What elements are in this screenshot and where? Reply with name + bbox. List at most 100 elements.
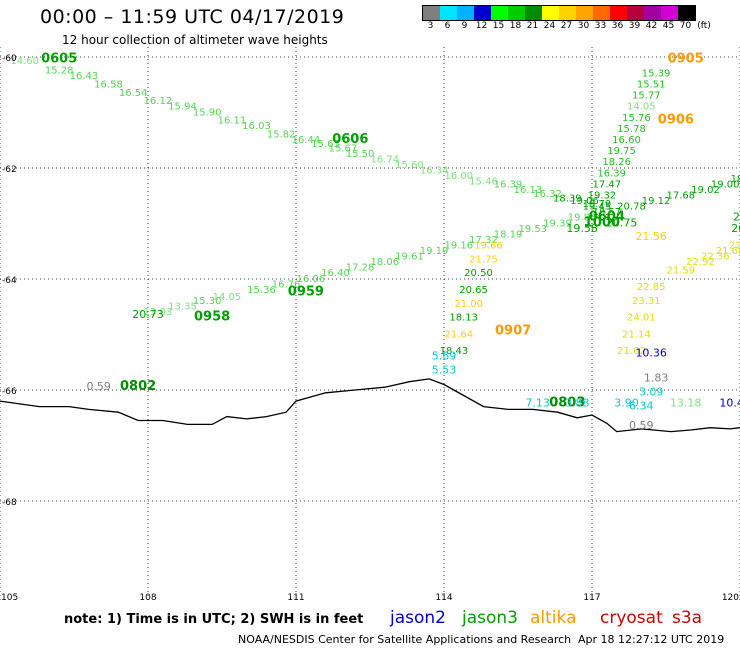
latitude-label: -62 xyxy=(2,165,17,175)
wave-height-value: 21.68 xyxy=(716,246,740,257)
wave-height-value: 14.60 xyxy=(10,56,39,67)
color-scale-labels: 3 6 9 12 15 18 21 24 27 30 33 36 39 42 45 70 (ft) xyxy=(422,21,714,31)
longitude-label: 120 xyxy=(722,593,739,602)
wave-height-value: 19.12 xyxy=(642,196,671,207)
color-scale-label: (ft) xyxy=(697,21,711,31)
wave-height-map[interactable]: 14.60 15.2816.4316.5816.5416.1215.9415.90… xyxy=(0,47,740,602)
color-swatch xyxy=(644,6,661,20)
wave-height-value: 16.11 xyxy=(218,116,247,127)
wave-height-value: 16.03 xyxy=(242,121,271,132)
wave-height-value: 16.58 xyxy=(94,80,123,91)
wave-height-value: 19.06 xyxy=(570,196,599,207)
wave-height-value: 21.62 xyxy=(617,346,646,357)
wave-height-value: 17.32 xyxy=(469,235,498,246)
longitude-label: 108 xyxy=(139,593,156,602)
wave-height-value: 15.30 xyxy=(193,296,222,307)
wave-height-value: 3.90 xyxy=(614,397,639,410)
wave-height-value: 20. xyxy=(731,222,740,235)
pass-time-label: 0907 xyxy=(495,324,531,339)
wave-height-value: 19.16 xyxy=(444,241,473,252)
wave-height-value: 18.13 xyxy=(449,313,478,324)
wave-height-value: 0.59 xyxy=(629,419,654,432)
legend-altika: altika xyxy=(530,608,577,628)
color-swatch xyxy=(508,6,525,20)
wave-height-value: 21.64 xyxy=(444,329,473,340)
wave-height-value: 19.19 xyxy=(420,246,449,257)
color-scale-label: 3 xyxy=(427,21,434,31)
latitude-label: -60 xyxy=(2,54,17,64)
color-scale-label: 27 xyxy=(560,21,573,31)
color-swatch xyxy=(661,6,678,20)
wave-height-value: 19.32 xyxy=(588,191,617,202)
wave-height-value: 16.60 xyxy=(612,135,641,146)
pass-time-label: 1000 xyxy=(584,215,620,230)
wave-height-value: 18.06 xyxy=(370,257,399,268)
color-swatch xyxy=(525,6,542,20)
wave-height-value: 21.14 xyxy=(622,329,651,340)
wave-height-value: 19.53 xyxy=(518,224,547,235)
color-scale-label: 30 xyxy=(577,21,590,31)
wave-height-value: 15.28 xyxy=(45,66,74,77)
color-swatch xyxy=(423,6,440,20)
latitude-label: -64 xyxy=(2,276,17,286)
wave-height-value: 14.05 xyxy=(627,102,656,113)
color-scale-label: 6 xyxy=(444,21,451,31)
pass-time-label: 0802 xyxy=(120,379,156,394)
pass-time-label: 0906 xyxy=(658,113,694,128)
wave-height-value: 20.65 xyxy=(459,285,488,296)
color-swatch xyxy=(457,6,474,20)
pass-time-label: 0803 xyxy=(549,396,585,411)
wave-height-value: 19.75 xyxy=(607,146,636,157)
color-swatch xyxy=(491,6,508,20)
wave-height-value: 15.60 xyxy=(395,160,424,171)
wave-height-value: 13.03 xyxy=(144,307,173,318)
color-swatch xyxy=(627,6,644,20)
wave-height-value: 18.57 xyxy=(592,207,621,218)
wave-height-value: 16.13 xyxy=(514,185,543,196)
wave-height-value: 15.94 xyxy=(168,102,197,113)
wave-height-value: 10.44 xyxy=(719,397,740,410)
wave-height-value: 20.50 xyxy=(464,268,493,279)
pass-time-label: 0959 xyxy=(288,285,324,300)
wave-height-value: 14.05 xyxy=(213,292,242,303)
wave-height-value: 16.34 xyxy=(420,166,449,177)
wave-height-value: 18.54 xyxy=(731,174,740,185)
wave-height-value: 17.47 xyxy=(592,179,621,190)
credit-line: NOAA/NESDIS Center for Satellite Applica… xyxy=(238,633,572,646)
wave-height-value: 15.67 xyxy=(329,143,358,154)
wave-height-value: 15.46 xyxy=(469,177,498,188)
wave-height-value: 13.35 xyxy=(168,302,197,313)
legend-jason2: jason2 xyxy=(390,608,446,628)
pass-time-label: 0958 xyxy=(194,310,230,325)
wave-height-value: 18.39 xyxy=(553,193,582,204)
longitude-label: 111 xyxy=(287,593,304,602)
wave-height-value: 18.43 xyxy=(440,346,469,357)
legend-jason3: jason3 xyxy=(462,608,518,628)
color-scale-bar xyxy=(422,5,696,21)
wave-height-value: 16.43 xyxy=(70,71,99,82)
wave-height-value: 16.06 xyxy=(296,274,325,285)
wave-height-value: 22.92 xyxy=(686,257,715,268)
color-swatch xyxy=(542,6,559,20)
wave-height-value: 15.63 xyxy=(311,139,340,150)
wave-height-value: 15.36 xyxy=(247,285,276,296)
wave-height-value: 5.69 xyxy=(432,350,457,363)
wave-height-value: 16.74 xyxy=(370,154,399,165)
color-swatch xyxy=(559,6,576,20)
wave-height-value: 18.19 xyxy=(494,229,523,240)
color-scale-label: 70 xyxy=(679,21,692,31)
color-scale-label: 12 xyxy=(475,21,488,31)
wave-height-value: 16.54 xyxy=(119,88,148,99)
wave-height-value: 0.59 xyxy=(86,380,111,393)
longitude-label: 117 xyxy=(583,593,600,602)
wave-height-value: 15.50 xyxy=(346,149,375,160)
antarctic-coastline xyxy=(0,378,740,433)
wave-height-value: 5.53 xyxy=(432,363,457,376)
color-swatch xyxy=(593,6,610,20)
pass-time-label: 0606 xyxy=(332,132,368,147)
wave-height-value: 24.01 xyxy=(627,313,656,324)
color-scale-label: 36 xyxy=(611,21,624,31)
wave-height-value: 15.77 xyxy=(632,91,661,102)
color-scale-label: 42 xyxy=(645,21,658,31)
color-swatch xyxy=(610,6,627,20)
